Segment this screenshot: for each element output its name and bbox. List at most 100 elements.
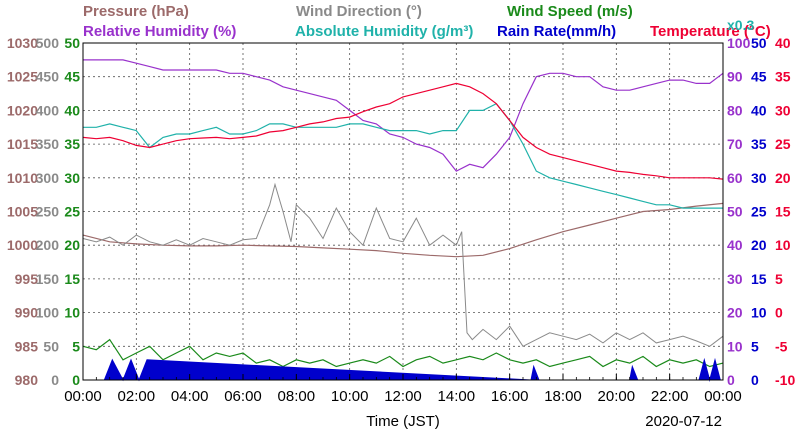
wind_speed-tick-label: 50 [64, 35, 80, 51]
humidity-tick-label: 100 [727, 35, 751, 51]
wind_direction-tick-label: 100 [36, 305, 60, 321]
rain-tick-label: 15 [751, 271, 767, 287]
pressure-tick-label: 980 [15, 372, 39, 388]
temperature-tick-label: 5 [775, 271, 783, 287]
x-tick-label: 12:00 [384, 388, 422, 405]
rain-tick-label: 25 [751, 204, 767, 220]
series-pressure [82, 202, 724, 258]
x-axis-ticks: 00:00 02:00 04:00 06:00 08:00 10:00 12:00 14:00… [64, 374, 742, 405]
rain-tick-label: 50 [751, 35, 767, 51]
wind_speed-tick-label: 5 [72, 338, 80, 354]
series-humidity [83, 102, 723, 209]
rain-tick-label: 5 [751, 338, 759, 354]
x-tick-label: 00:00 [64, 388, 102, 405]
wind_direction-tick-label: 50 [43, 338, 59, 354]
series-wind-direction [82, 182, 724, 347]
x-tick-label: 18:00 [544, 388, 582, 405]
wind_direction-tick-label: 500 [36, 35, 60, 51]
temperature-tick-label: 40 [775, 35, 791, 51]
temperature-tick-label: 35 [775, 69, 791, 85]
wind_direction-tick-label: 450 [36, 69, 60, 85]
wind_direction-tick-label: 150 [36, 271, 60, 287]
series-temperature [82, 82, 724, 180]
pressure-tick-label: 1010 [7, 170, 38, 186]
series-wind-speed [82, 338, 724, 368]
x-tick-label: 04:00 [171, 388, 209, 405]
temperature-tick-label: 25 [775, 136, 791, 152]
pressure-tick-label: 985 [15, 338, 39, 354]
pressure-tick-label: 1015 [7, 136, 38, 152]
legend-entry: Pressure (hPa) [83, 3, 189, 20]
humidity-tick-label: 40 [727, 237, 743, 253]
pressure-tick-label: 1000 [7, 237, 38, 253]
legend-entry: Absolute Humidity (g/m³) [295, 23, 473, 40]
humidity-tick-label: 20 [727, 305, 743, 321]
x-tick-label: 20:00 [598, 388, 636, 405]
rain-tick-label: 10 [751, 305, 767, 321]
rain-tick-label: 0 [751, 372, 759, 388]
temperature-tick-label: -10 [775, 372, 795, 388]
x-tick-label: 14:00 [438, 388, 476, 405]
wind_speed-tick-label: 25 [64, 204, 80, 220]
humidity-tick-label: 0 [727, 372, 735, 388]
pressure-tick-label: 1005 [7, 204, 38, 220]
wind_direction-tick-label: 250 [36, 204, 60, 220]
pressure-tick-label: 1025 [7, 69, 38, 85]
legend-entry: Wind Direction (°) [296, 3, 422, 20]
scale-note: x0.3 [727, 17, 754, 33]
wind_direction-tick-label: 200 [36, 237, 60, 253]
x-tick-label: 10:00 [331, 388, 369, 405]
wind_speed-tick-label: 40 [64, 102, 80, 118]
legend-entry: Rain Rate(mm/h) [497, 23, 616, 40]
wind_speed-tick-label: 15 [64, 271, 80, 287]
wind_speed-tick-label: 45 [64, 69, 80, 85]
date-label: 2020-07-12 [645, 413, 722, 430]
legend-entry: Relative Humidity (%) [83, 23, 236, 40]
wind_speed-tick-label: 0 [72, 372, 80, 388]
plot-area [82, 59, 724, 382]
pressure-tick-label: 995 [15, 271, 39, 287]
temperature-tick-label: 10 [775, 237, 791, 253]
humidity-tick-label: 70 [727, 136, 743, 152]
grid [83, 43, 723, 380]
x-tick-label: 08:00 [278, 388, 316, 405]
rain-tick-label: 45 [751, 69, 767, 85]
humidity-tick-label: 80 [727, 102, 743, 118]
temperature-tick-label: 0 [775, 305, 783, 321]
temperature-tick-label: 20 [775, 170, 791, 186]
pressure-tick-label: 1030 [7, 35, 38, 51]
rain-tick-label: 30 [751, 170, 767, 186]
pressure-tick-label: 1020 [7, 102, 38, 118]
wind_speed-tick-label: 10 [64, 305, 80, 321]
humidity-tick-label: 90 [727, 69, 743, 85]
legend-entry: Wind Speed (m/s) [507, 3, 633, 20]
legend-entry: Temperature (°C) [650, 23, 771, 40]
rain-tick-label: 40 [751, 102, 767, 118]
humidity-tick-label: 10 [727, 338, 743, 354]
rain-tick-label: 20 [751, 237, 767, 253]
wind_speed-tick-label: 35 [64, 136, 80, 152]
humidity-tick-label: 30 [727, 271, 743, 287]
wind_speed-tick-label: 30 [64, 170, 80, 186]
humidity-tick-label: 50 [727, 204, 743, 220]
x-tick-label: 06:00 [224, 388, 262, 405]
rain-tick-label: 35 [751, 136, 767, 152]
temperature-tick-label: -5 [775, 338, 788, 354]
series-humidity [83, 59, 724, 172]
wind_direction-tick-label: 300 [36, 170, 60, 186]
x-tick-label: 16:00 [491, 388, 529, 405]
temperature-tick-label: 30 [775, 102, 791, 118]
x-tick-label: 00:00 [704, 388, 742, 405]
humidity-tick-label: 60 [727, 170, 743, 186]
legend: Pressure (hPa) Wind Direction (°) Wind Spe… [83, 3, 771, 40]
axis-tick-labels: 9809859909951000100510101015102010251030… [7, 35, 796, 388]
wind_direction-tick-label: 0 [51, 372, 59, 388]
x-axis-label: Time (JST) [366, 413, 440, 430]
wind_direction-tick-label: 350 [36, 136, 60, 152]
pressure-tick-label: 990 [15, 305, 39, 321]
x-tick-label: 22:00 [651, 388, 689, 405]
x-tick-label: 02:00 [118, 388, 156, 405]
wind_speed-tick-label: 20 [64, 237, 80, 253]
wind_direction-tick-label: 400 [36, 102, 60, 118]
